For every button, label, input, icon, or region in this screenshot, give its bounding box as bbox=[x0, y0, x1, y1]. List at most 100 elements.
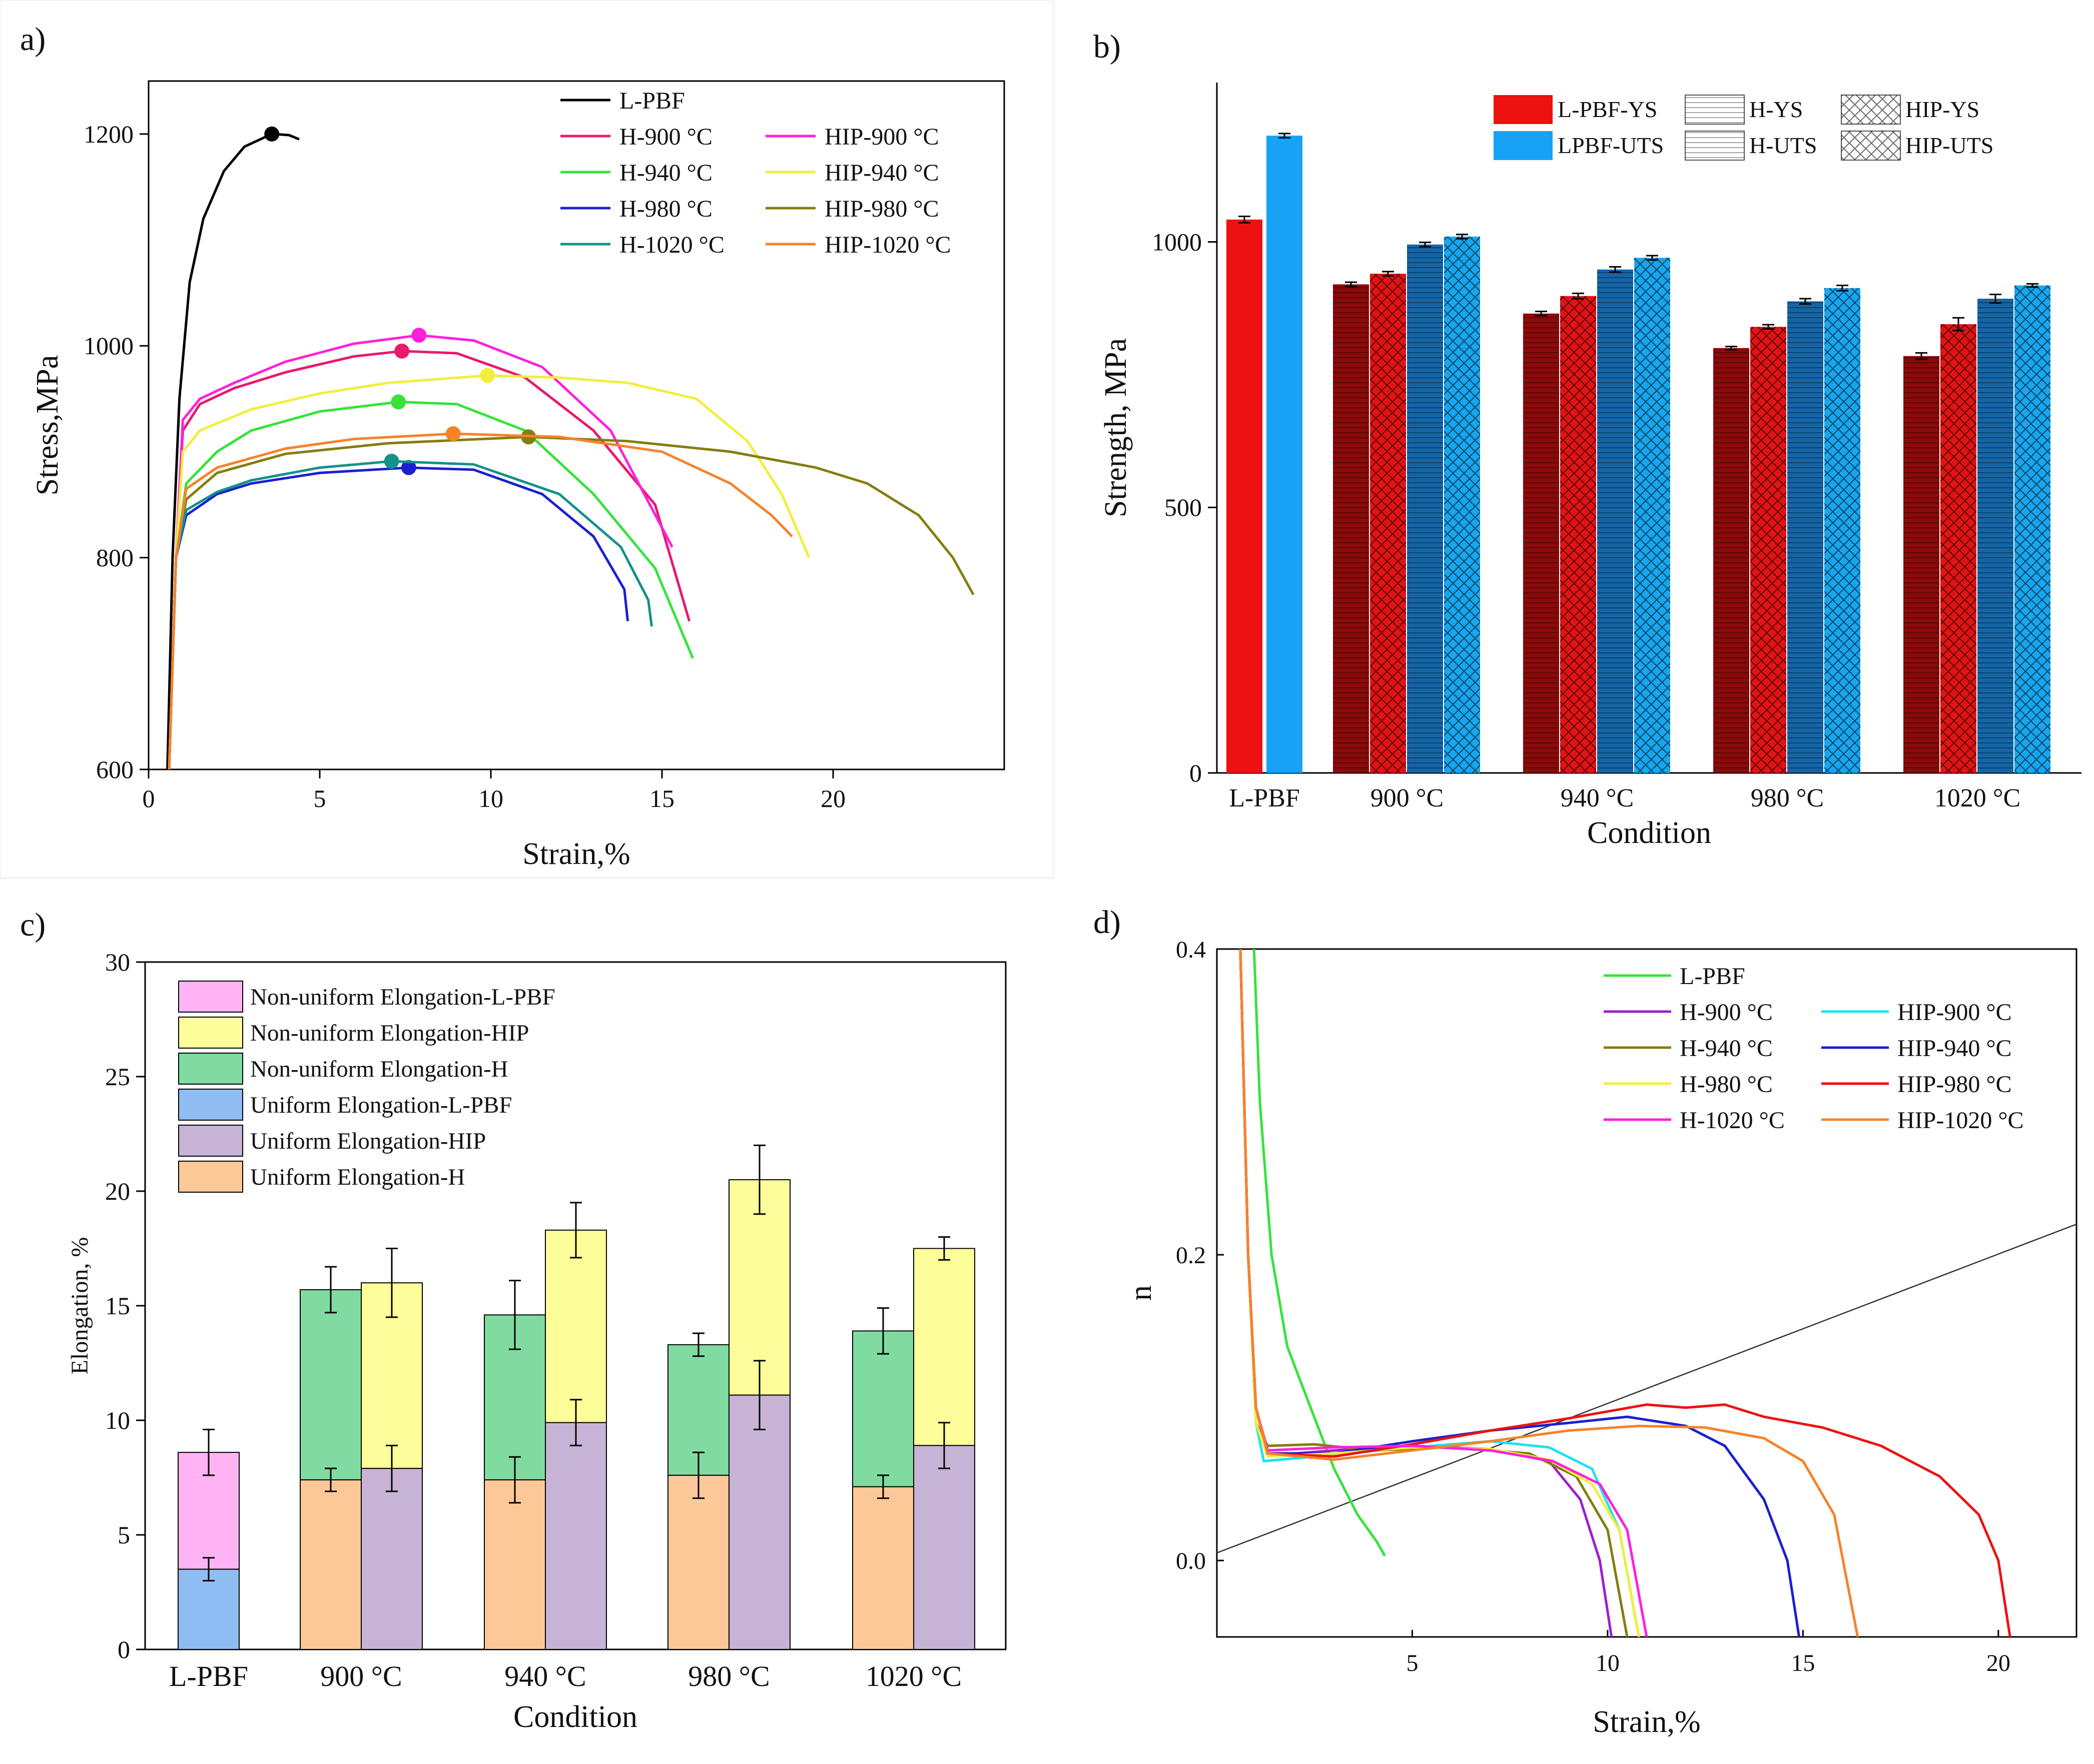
panel-b-strength-bar-chart: 0 500 1000 Strength, MPa Condition L-PBF 900 °… bbox=[1099, 83, 2081, 850]
bar-pattern-hip-ys-1020-c bbox=[1940, 324, 1976, 773]
bar-pattern-h-ys-1020-c bbox=[1903, 356, 1939, 773]
y-axis-title: Elongation, % bbox=[67, 1237, 93, 1375]
y-tick-label: 1000 bbox=[1152, 228, 1202, 256]
y-tick-label: 0 bbox=[1189, 759, 1202, 787]
bar-pattern-hip-ys-900-c bbox=[1370, 274, 1406, 773]
series-line-h-1020-c bbox=[168, 460, 653, 770]
legend-swatch-lpbf-uts bbox=[1494, 131, 1553, 160]
legend-label-hip-980-c: HIP-980 °C bbox=[1897, 1071, 2012, 1098]
bar-pattern-hip-uts-900-c bbox=[1444, 236, 1480, 773]
y-tick-label: 0.0 bbox=[1176, 1548, 1206, 1574]
x-tick-label: 10 bbox=[478, 784, 503, 812]
bar-pattern-h-uts-1020-c bbox=[1977, 299, 2013, 773]
legend-label-lpbf-uts: LPBF-UTS bbox=[1558, 133, 1664, 158]
x-tick-label: 0 bbox=[143, 784, 155, 812]
series-line-hip-980-c bbox=[1239, 949, 2011, 1637]
panel-label-a: a) bbox=[20, 21, 46, 58]
y-tick-label: 600 bbox=[96, 755, 134, 783]
x-tick-label: 10 bbox=[1596, 1650, 1620, 1676]
category-label: 900 °C bbox=[320, 1660, 402, 1692]
x-axis-title: Condition bbox=[1587, 816, 1711, 850]
legend-pattern-h-uts bbox=[1685, 131, 1744, 160]
series-line-hip-940-c bbox=[168, 374, 811, 770]
bar-uniform-hip-980-c bbox=[729, 1394, 791, 1650]
legend-label-hip-940-c: HIP-940 °C bbox=[1897, 1035, 2012, 1062]
y-tick-label: 800 bbox=[96, 544, 134, 572]
x-tick-label: 5 bbox=[314, 784, 326, 812]
plot-frame bbox=[148, 80, 1005, 770]
bar-nonuniform-hip-940-c bbox=[545, 1229, 607, 1423]
category-label: 980 °C bbox=[688, 1660, 770, 1692]
legend-label-hip-900-c: HIP-900 °C bbox=[1897, 999, 2012, 1026]
legend-label-h-940-c: H-940 °C bbox=[619, 160, 713, 186]
bar-uniform-h-940-c bbox=[484, 1479, 546, 1650]
bar-pattern-hip-uts-980-c bbox=[1824, 288, 1860, 773]
legend-label-non-uniform-elongation-l-pbf: Non-uniform Elongation-L-PBF bbox=[250, 984, 555, 1010]
panel-label-d: d) bbox=[1093, 904, 1121, 941]
series-line-h-980-c bbox=[1239, 949, 1640, 1637]
y-tick-label: 5 bbox=[118, 1521, 130, 1549]
legend-label-h-1020-c: H-1020 °C bbox=[1680, 1107, 1785, 1134]
x-tick-label: 15 bbox=[649, 784, 674, 812]
legend-swatch-non-uniform-elongation-l-pbf bbox=[178, 981, 243, 1013]
bar-pattern-h-ys-940-c bbox=[1523, 313, 1559, 773]
panel-d-hardening-exponent-chart: 5 10 15 20 0.0 0.2 0.4 n Strain,% L-PBF H-900 °C HI… bbox=[1124, 937, 2077, 1739]
legend-label-hip-ys: HIP-YS bbox=[1905, 97, 1979, 122]
series-line-h-940-c bbox=[1239, 949, 1629, 1637]
series-line-hip-1020-c bbox=[1239, 949, 1859, 1637]
bar-pattern-hip-uts-940-c bbox=[1634, 258, 1670, 773]
legend-label-hip-900-c: HIP-900 °C bbox=[825, 124, 939, 150]
series-line-l-pbf bbox=[166, 133, 300, 770]
y-axis-title: Stress,MPa bbox=[31, 355, 65, 496]
bar-lpbf-ys bbox=[1226, 219, 1262, 773]
series-line-h-1020-c bbox=[1239, 949, 1648, 1637]
legend-pattern-hip-ys bbox=[1841, 95, 1900, 124]
y-tick-label: 25 bbox=[105, 1063, 130, 1091]
legend-label-h-940-c: H-940 °C bbox=[1680, 1035, 1773, 1062]
legend-label-l-pbf: L-PBF bbox=[1680, 963, 1745, 990]
uts-marker-h-1020-c bbox=[384, 453, 399, 469]
y-tick-label: 0 bbox=[118, 1635, 130, 1663]
legend-swatch-non-uniform-elongation-h bbox=[178, 1053, 243, 1085]
legend-label-h-900-c: H-900 °C bbox=[619, 124, 713, 150]
uts-marker-l-pbf bbox=[264, 126, 280, 142]
legend-label-uniform-elongation-l-pbf: Uniform Elongation-L-PBF bbox=[250, 1092, 512, 1118]
bar-uniform-hip-900-c bbox=[361, 1468, 423, 1650]
legend-pattern-h-ys bbox=[1685, 95, 1744, 124]
series-line-hip-1020-c bbox=[168, 432, 793, 770]
bar-uniform-hip-940-c bbox=[545, 1422, 607, 1650]
panel-label-c: c) bbox=[20, 907, 46, 943]
legend-label-h-ys: H-YS bbox=[1749, 97, 1803, 122]
bar-lpbf-uts bbox=[1266, 136, 1302, 773]
bar-nonuniform-hip-1020-c bbox=[913, 1248, 975, 1446]
category-label: 940 °C bbox=[504, 1660, 586, 1692]
category-label: 900 °C bbox=[1370, 784, 1444, 812]
legend-label-h-980-c: H-980 °C bbox=[1680, 1071, 1773, 1098]
panel-c-elongation-bar-chart: 0 5 10 15 20 25 30 Elongation, % Condition L-PBF 9… bbox=[67, 948, 1007, 1734]
legend-label-hip-940-c: HIP-940 °C bbox=[825, 160, 939, 186]
category-label: 1020 °C bbox=[1934, 784, 2020, 812]
bar-uniform-hip-1020-c bbox=[913, 1445, 975, 1650]
legend-label-hip-1020-c: HIP-1020 °C bbox=[1897, 1107, 2024, 1134]
bar-pattern-h-uts-940-c bbox=[1597, 269, 1633, 773]
series-line-l-pbf bbox=[1252, 949, 1386, 1557]
y-axis-title: n bbox=[1124, 1285, 1158, 1301]
panel-a-stress-strain-chart: 0 5 10 15 20 600 800 1000 1200 Strain,% Stress,MPa… bbox=[31, 80, 1005, 871]
y-tick-label: 20 bbox=[105, 1177, 130, 1205]
x-tick-label: 20 bbox=[821, 784, 846, 812]
y-tick-label: 0.2 bbox=[1176, 1242, 1206, 1269]
x-axis-title: Condition bbox=[513, 1700, 637, 1734]
category-label: 940 °C bbox=[1561, 784, 1634, 812]
legend-label-h-980-c: H-980 °C bbox=[619, 196, 713, 222]
category-label: 980 °C bbox=[1751, 784, 1824, 812]
bar-pattern-hip-ys-980-c bbox=[1750, 327, 1786, 773]
uts-marker-h-940-c bbox=[391, 394, 406, 410]
y-tick-label: 10 bbox=[105, 1406, 130, 1434]
plot-area bbox=[1217, 949, 2076, 1637]
y-tick-label: 15 bbox=[105, 1292, 130, 1320]
y-tick-label: 0.4 bbox=[1176, 937, 1206, 963]
legend-pattern-hip-uts bbox=[1841, 131, 1900, 160]
legend-label-hip-1020-c: HIP-1020 °C bbox=[825, 232, 951, 258]
uts-marker-hip-900-c bbox=[411, 328, 427, 343]
